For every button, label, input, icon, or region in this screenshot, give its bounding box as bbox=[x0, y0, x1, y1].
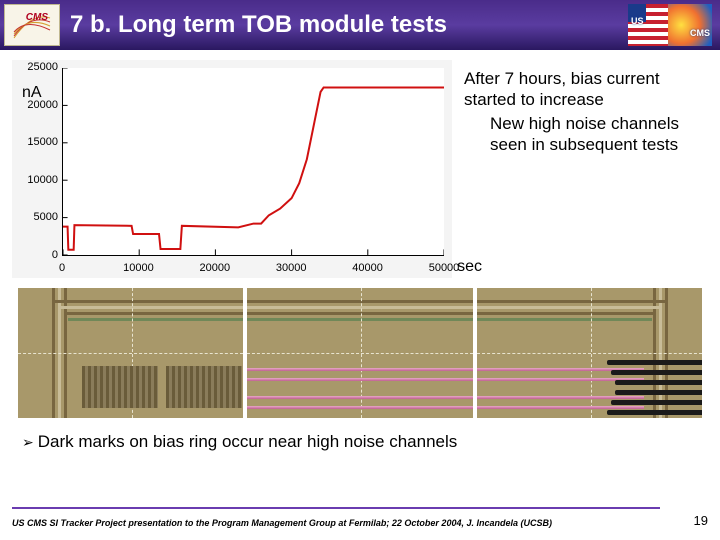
footer-text: US CMS SI Tracker Project presentation t… bbox=[12, 518, 552, 528]
cms-logo-lines: CMS bbox=[12, 10, 52, 40]
uscms-logo-right: US CMS bbox=[628, 4, 712, 46]
microscope-images bbox=[12, 288, 708, 418]
slide-title: 7 b. Long term TOB module tests bbox=[70, 11, 447, 39]
observation-text: After 7 hours, bias current started to i… bbox=[464, 60, 694, 155]
us-label: US bbox=[631, 16, 644, 26]
page-number: 19 bbox=[694, 513, 708, 528]
y-tick-label: 0 bbox=[16, 249, 58, 261]
y-tick-label: 25000 bbox=[16, 61, 58, 73]
slide-footer: US CMS SI Tracker Project presentation t… bbox=[12, 513, 708, 528]
us-flag-icon: US bbox=[628, 4, 668, 46]
microscope-image-3 bbox=[477, 288, 702, 418]
x-tick-label: 10000 bbox=[123, 262, 154, 274]
microscope-image-1 bbox=[18, 288, 243, 418]
y-tick-label: 10000 bbox=[16, 174, 58, 186]
x-tick-label: 20000 bbox=[200, 262, 231, 274]
cms-burst-icon: CMS bbox=[668, 4, 712, 46]
microscope-image-2 bbox=[247, 288, 472, 418]
y-tick-label: 15000 bbox=[16, 136, 58, 148]
footer-rule bbox=[12, 507, 660, 509]
slide-content: nA Maxed out ADC Bits at this point sec … bbox=[0, 50, 720, 452]
x-tick-label: 30000 bbox=[276, 262, 307, 274]
bullet-text: Dark marks on bias ring occur near high … bbox=[38, 432, 458, 452]
chart-row: nA Maxed out ADC Bits at this point sec … bbox=[12, 60, 708, 278]
x-axis-unit: sec bbox=[457, 258, 482, 276]
observation-main: After 7 hours, bias current started to i… bbox=[464, 68, 694, 111]
x-tick-label: 50000 bbox=[429, 262, 460, 274]
chart-plot-area bbox=[62, 68, 444, 256]
y-tick-label: 5000 bbox=[16, 211, 58, 223]
cms-logo-text: CMS bbox=[26, 12, 48, 23]
x-tick-label: 40000 bbox=[352, 262, 383, 274]
bullet-marker-icon: ➢ bbox=[22, 434, 34, 451]
slide-header: CMS 7 b. Long term TOB module tests US C… bbox=[0, 0, 720, 50]
cms-logo-left: CMS bbox=[4, 4, 60, 46]
bias-current-chart: nA Maxed out ADC Bits at this point sec … bbox=[12, 60, 452, 278]
y-tick-label: 20000 bbox=[16, 99, 58, 111]
observation-sub: New high noise channels seen in subseque… bbox=[464, 113, 694, 156]
bullet-observation: ➢ Dark marks on bias ring occur near hig… bbox=[12, 432, 708, 452]
cms-right-label: CMS bbox=[690, 28, 710, 38]
x-tick-label: 0 bbox=[59, 262, 65, 274]
